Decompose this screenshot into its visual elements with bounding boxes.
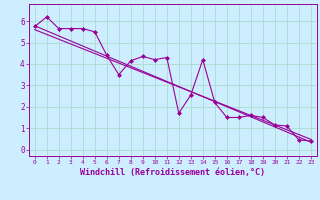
X-axis label: Windchill (Refroidissement éolien,°C): Windchill (Refroidissement éolien,°C) <box>80 168 265 177</box>
